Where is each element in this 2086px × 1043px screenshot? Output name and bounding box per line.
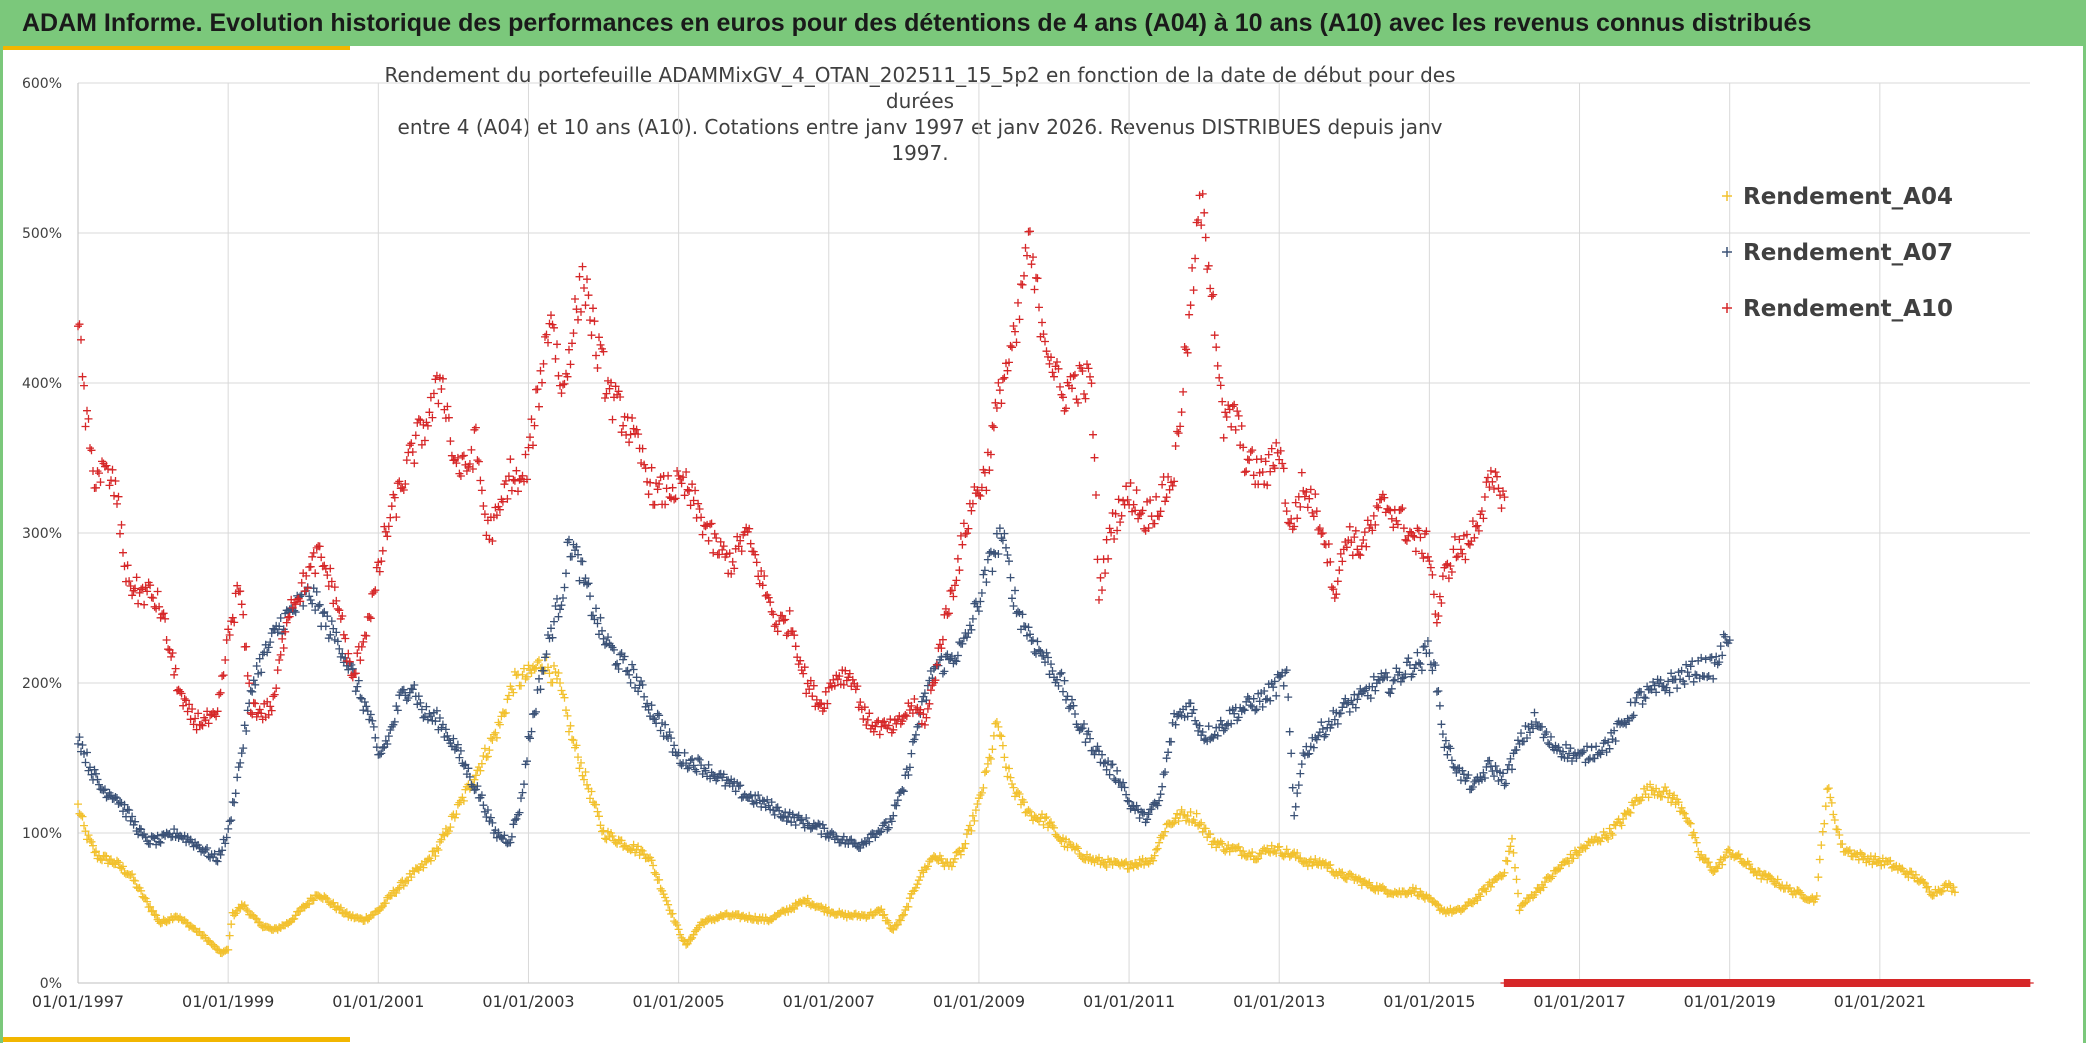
- y-tick-label: 300%: [22, 526, 62, 542]
- series-rendement-a07: [74, 524, 1734, 866]
- x-tick-label: 01/01/2017: [1533, 992, 1625, 1011]
- x-tick-label: 01/01/2019: [1684, 992, 1776, 1011]
- chart-title-line-2: entre 4 (A04) et 10 ans (A10). Cotations…: [397, 115, 1443, 165]
- y-tick-label: 500%: [22, 226, 62, 242]
- x-tick-label: 01/01/2007: [783, 992, 875, 1011]
- data-point-markers: [74, 189, 1509, 739]
- series-rendement-a04: [74, 653, 1959, 958]
- x-tick-label: 01/01/2005: [633, 992, 725, 1011]
- page-title: ADAM Informe. Evolution historique des p…: [22, 9, 1812, 37]
- legend-marker: [1722, 247, 1732, 257]
- legend-item-rendement-a10: Rendement_A10: [1722, 296, 1953, 322]
- y-tick-label: 200%: [22, 676, 62, 692]
- legend-marker: [1722, 191, 1732, 201]
- x-tick-label: 01/01/2009: [933, 992, 1025, 1011]
- legend-label: Rendement_A07: [1743, 240, 1953, 266]
- y-tick-label: 100%: [22, 826, 62, 842]
- x-tick-label: 01/01/2015: [1383, 992, 1475, 1011]
- x-tick-label: 01/01/2011: [1083, 992, 1175, 1011]
- y-tick-label: 0%: [40, 976, 62, 992]
- frame-border-right: [2083, 46, 2086, 1043]
- legend-marker: [1722, 303, 1732, 313]
- x-tick-label: 01/01/1997: [32, 992, 124, 1011]
- legend-item-rendement-a04: Rendement_A04: [1722, 184, 1953, 210]
- y-tick-label: 400%: [22, 376, 62, 392]
- data-point-markers: [74, 524, 1734, 866]
- frame-border-left: [0, 46, 3, 1043]
- x-tick-label: 01/01/2021: [1834, 992, 1926, 1011]
- legend-label: Rendement_A04: [1743, 184, 1953, 210]
- x-tick-label: 01/01/2013: [1233, 992, 1325, 1011]
- legend-label: Rendement_A10: [1743, 296, 1953, 322]
- legend-item-rendement-a07: Rendement_A07: [1722, 240, 1953, 266]
- y-tick-label: 600%: [22, 76, 62, 92]
- x-tick-label: 01/01/2001: [332, 992, 424, 1011]
- x-tick-label: 01/01/2003: [482, 992, 574, 1011]
- data-point-markers: [74, 653, 1959, 958]
- frame-accent-top: [0, 46, 350, 50]
- title-banner: ADAM Informe. Evolution historique des p…: [0, 0, 2086, 46]
- series-tail-3: [1500, 979, 2034, 987]
- x-tick-label: 01/01/1999: [182, 992, 274, 1011]
- frame-accent-bottom: [0, 1037, 350, 1042]
- series-rendement-a10: [74, 189, 1509, 739]
- data-point-markers: [1500, 979, 2034, 987]
